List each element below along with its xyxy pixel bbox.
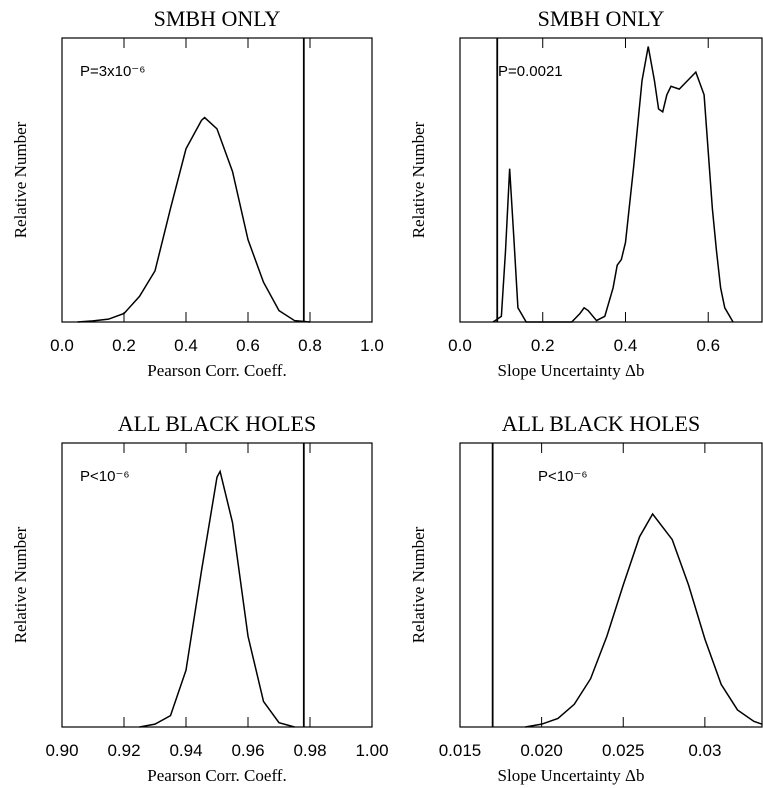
panel-title: SMBH ONLY [154, 6, 281, 31]
x-tick-label: 0.03 [688, 741, 721, 760]
x-tick-label: 0.2 [112, 336, 136, 355]
x-tick-label: 0.96 [231, 741, 264, 760]
plot-frame [459, 442, 763, 728]
y-axis-title: Relative Number [409, 526, 428, 643]
x-tick-label: 0.020 [520, 741, 563, 760]
histogram-curve [77, 116, 311, 323]
x-axis-title: Slope Uncertainty Δb [498, 766, 645, 785]
histogram-curve [525, 512, 763, 728]
x-tick-label: 0.90 [45, 741, 78, 760]
x-tick-label: 0.8 [298, 336, 322, 355]
x-tick-label: 0.015 [439, 741, 482, 760]
x-tick-label: 0.94 [169, 741, 202, 760]
x-tick-label: 0.0 [448, 336, 472, 355]
x-axis-title: Slope Uncertainty Δb [498, 361, 645, 380]
x-tick-label: 0.4 [174, 336, 198, 355]
x-axis-title: Pearson Corr. Coeff. [147, 766, 286, 785]
annotation: P=0.0021 [498, 63, 563, 80]
annotation: P<10⁻⁶ [538, 468, 588, 485]
plot-frame [61, 37, 373, 323]
panel: ALL BLACK HOLES Slope Uncertainty Δb Relat… [409, 411, 763, 785]
histogram-curve [139, 469, 295, 728]
x-tick-label: 0.2 [531, 336, 555, 355]
annotation: P=3x10⁻⁶ [80, 63, 145, 80]
x-axis-title: Pearson Corr. Coeff. [147, 361, 286, 380]
x-tick-label: 1.00 [355, 741, 388, 760]
panel-title: ALL BLACK HOLES [502, 411, 700, 436]
x-tick-label: 0.6 [236, 336, 260, 355]
y-axis-title: Relative Number [11, 526, 30, 643]
histogram-curve [492, 46, 734, 323]
x-tick-label: 0.92 [107, 741, 140, 760]
panel: ALL BLACK HOLES Pearson Corr. Coeff. Relat… [11, 411, 389, 785]
x-tick-label: 0.6 [696, 336, 720, 355]
plot-frame [459, 37, 763, 323]
x-tick-label: 0.98 [293, 741, 326, 760]
panel-title: SMBH ONLY [538, 6, 665, 31]
annotation: P<10⁻⁶ [80, 468, 130, 485]
panel-title: ALL BLACK HOLES [118, 411, 316, 436]
y-axis-title: Relative Number [11, 121, 30, 238]
x-tick-label: 0.025 [602, 741, 645, 760]
panel: SMBH ONLY Pearson Corr. Coeff. Relative Nu… [11, 6, 384, 380]
x-tick-label: 1.0 [360, 336, 384, 355]
x-tick-label: 0.0 [50, 336, 74, 355]
panel: SMBH ONLY Slope Uncertainty Δb Relative Nu… [409, 6, 763, 380]
plot-frame [61, 442, 373, 728]
y-axis-title: Relative Number [409, 121, 428, 238]
x-tick-label: 0.4 [614, 336, 638, 355]
